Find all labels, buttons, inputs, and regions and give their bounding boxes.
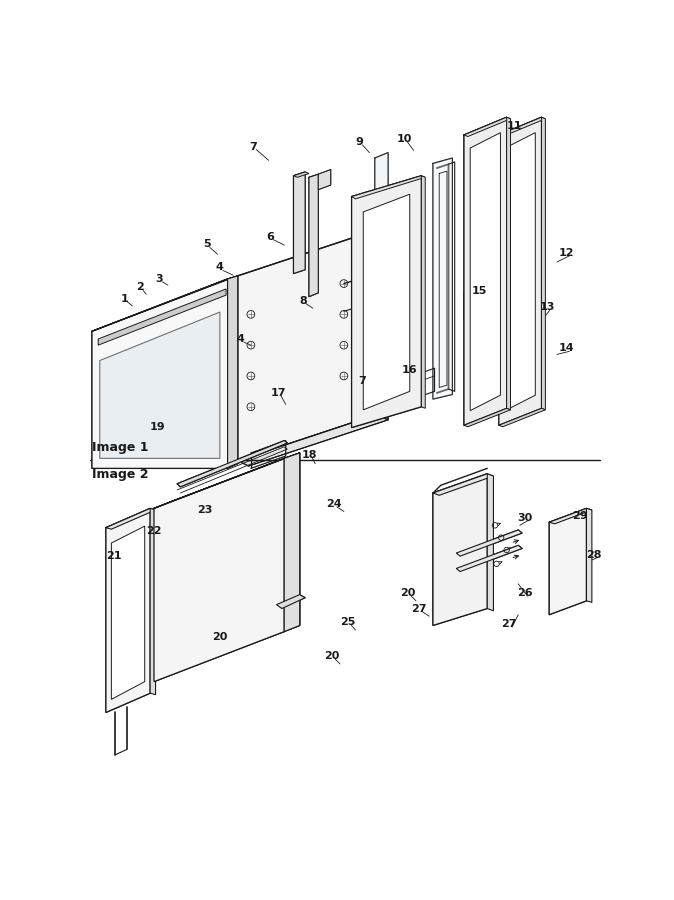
Polygon shape xyxy=(421,176,425,409)
Polygon shape xyxy=(276,595,305,608)
Text: Image 2: Image 2 xyxy=(92,468,148,481)
Polygon shape xyxy=(100,312,220,458)
Text: 8: 8 xyxy=(299,295,307,305)
Polygon shape xyxy=(318,169,331,190)
Polygon shape xyxy=(549,508,592,524)
Polygon shape xyxy=(433,473,487,626)
Polygon shape xyxy=(464,409,510,427)
Text: 22: 22 xyxy=(146,526,162,536)
Text: 12: 12 xyxy=(559,248,574,257)
Polygon shape xyxy=(106,508,156,529)
Text: 27: 27 xyxy=(501,619,517,629)
Polygon shape xyxy=(433,158,452,399)
Text: 2: 2 xyxy=(136,283,144,293)
Polygon shape xyxy=(98,289,226,346)
Text: Image 1: Image 1 xyxy=(92,441,148,454)
Polygon shape xyxy=(228,276,238,468)
Polygon shape xyxy=(499,117,545,137)
Polygon shape xyxy=(154,458,284,681)
Polygon shape xyxy=(375,153,388,415)
Text: 13: 13 xyxy=(539,302,555,311)
Polygon shape xyxy=(586,508,592,602)
Polygon shape xyxy=(464,117,510,137)
Text: 23: 23 xyxy=(197,505,212,515)
Polygon shape xyxy=(150,508,156,695)
Text: 4: 4 xyxy=(237,334,245,344)
Polygon shape xyxy=(284,453,300,632)
Polygon shape xyxy=(293,172,309,177)
Polygon shape xyxy=(309,175,318,297)
Polygon shape xyxy=(499,409,545,427)
Text: 3: 3 xyxy=(156,274,163,284)
Text: 28: 28 xyxy=(586,550,602,560)
Polygon shape xyxy=(456,530,522,556)
Text: 21: 21 xyxy=(106,551,121,561)
Polygon shape xyxy=(377,230,388,419)
Polygon shape xyxy=(169,453,300,675)
Polygon shape xyxy=(352,176,421,428)
Polygon shape xyxy=(470,132,500,410)
Text: 6: 6 xyxy=(266,231,274,241)
Text: 17: 17 xyxy=(270,388,286,398)
Text: 1: 1 xyxy=(121,294,129,304)
Polygon shape xyxy=(505,132,535,410)
Polygon shape xyxy=(549,508,586,615)
Text: 7: 7 xyxy=(358,375,365,385)
Text: 14: 14 xyxy=(559,343,574,353)
Text: 7: 7 xyxy=(249,141,257,151)
Polygon shape xyxy=(433,473,493,495)
Polygon shape xyxy=(111,526,145,699)
Text: 27: 27 xyxy=(411,604,427,614)
Polygon shape xyxy=(92,276,238,331)
Text: 20: 20 xyxy=(400,588,416,598)
Polygon shape xyxy=(352,176,425,199)
Polygon shape xyxy=(499,117,541,425)
Text: 15: 15 xyxy=(472,286,487,296)
Text: 10: 10 xyxy=(396,134,412,144)
Polygon shape xyxy=(238,415,388,466)
Text: 16: 16 xyxy=(402,364,418,374)
Text: 20: 20 xyxy=(325,652,340,662)
Polygon shape xyxy=(177,441,287,487)
Polygon shape xyxy=(154,453,300,508)
Text: 5: 5 xyxy=(203,239,210,249)
Polygon shape xyxy=(92,279,228,468)
Polygon shape xyxy=(238,230,377,461)
Text: 24: 24 xyxy=(326,499,342,508)
Polygon shape xyxy=(541,117,545,410)
Text: 30: 30 xyxy=(517,513,532,523)
Text: 18: 18 xyxy=(301,449,317,460)
Text: 9: 9 xyxy=(355,137,363,147)
Polygon shape xyxy=(507,117,510,410)
Polygon shape xyxy=(106,508,150,713)
Polygon shape xyxy=(293,172,305,274)
Text: 25: 25 xyxy=(340,616,355,626)
Text: 19: 19 xyxy=(149,422,165,432)
Polygon shape xyxy=(464,117,507,425)
Polygon shape xyxy=(363,194,410,410)
Polygon shape xyxy=(487,473,493,611)
Text: 26: 26 xyxy=(517,588,532,598)
Polygon shape xyxy=(456,545,522,572)
Text: 4: 4 xyxy=(216,263,224,273)
Text: 29: 29 xyxy=(572,511,588,521)
Text: 11: 11 xyxy=(507,122,522,131)
Text: 20: 20 xyxy=(212,632,228,642)
